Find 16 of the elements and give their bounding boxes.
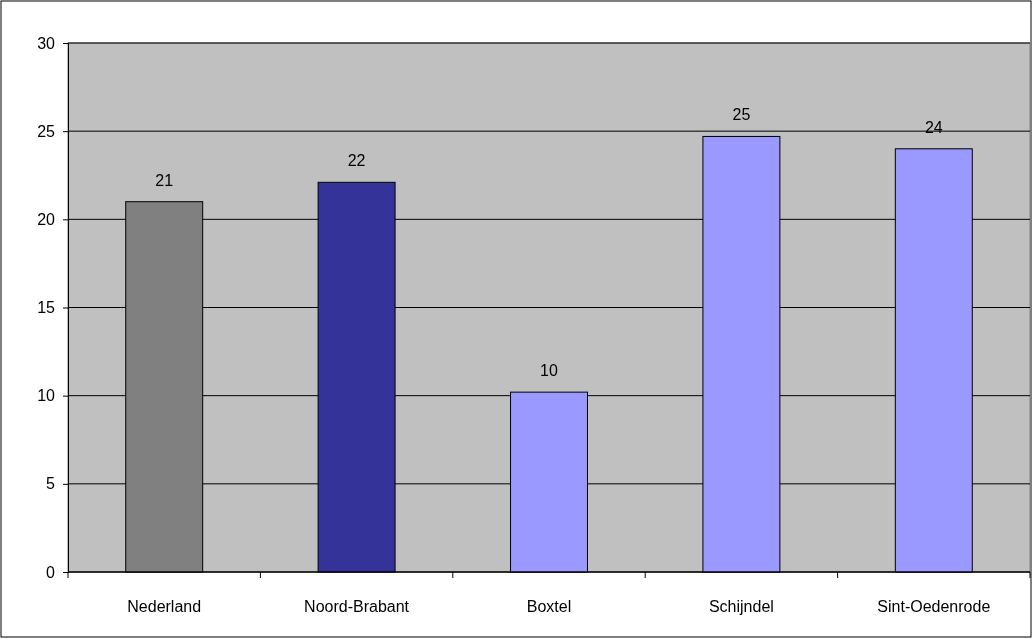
y-tick-label: 5 <box>46 475 56 493</box>
data-label: 25 <box>732 106 751 124</box>
data-label: 21 <box>155 171 174 189</box>
x-tick-label: Noord-Brabant <box>304 598 410 615</box>
x-tick-label: Schijndel <box>708 598 774 615</box>
y-tick-label: 20 <box>37 210 56 228</box>
x-tick-label: Boxtel <box>526 598 572 615</box>
x-tick-label: Nederland <box>127 598 202 615</box>
y-tick-label: 30 <box>37 34 56 52</box>
x-tick-label: Sint-Oedenrode <box>877 598 991 615</box>
y-tick-label: 25 <box>37 122 56 140</box>
data-label: 10 <box>540 362 558 380</box>
data-label: 22 <box>347 152 366 170</box>
y-tick-label: 0 <box>46 563 56 581</box>
y-tick-label: 10 <box>37 387 56 405</box>
y-tick-label: 15 <box>37 299 56 317</box>
